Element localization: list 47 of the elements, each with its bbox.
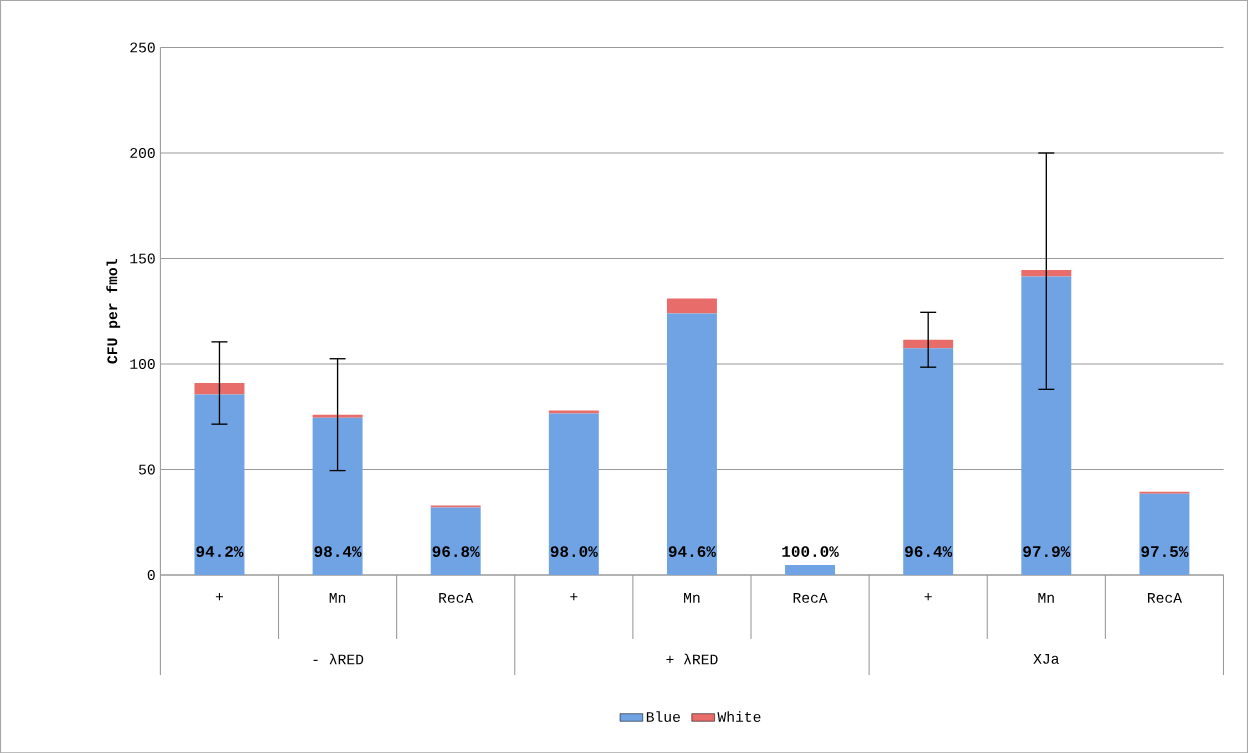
bar: [1021, 269, 1072, 277]
bar: [1021, 276, 1072, 575]
annotation: 96.8%: [432, 545, 480, 557]
x-tick-label: +: [570, 592, 578, 601]
x-tick-label: Mn: [1038, 592, 1054, 603]
annotation: 96.4%: [905, 545, 953, 557]
text: XJa: [1033, 653, 1059, 664]
text: - λRED: [313, 653, 364, 665]
bar: [903, 347, 954, 575]
annotation: 97.9%: [1023, 545, 1071, 557]
x-tick-label: RecA: [793, 592, 828, 603]
bar: [548, 413, 599, 575]
annotation: 98.4%: [314, 545, 362, 557]
annotation: 94.2%: [196, 545, 244, 557]
bar: [1139, 491, 1190, 494]
bar: [785, 564, 836, 575]
x-tick-label: Mn: [684, 592, 700, 603]
y-tick-label: 200: [130, 147, 155, 158]
y-axis-title: CFU per fmol: [106, 258, 121, 364]
bar: [312, 414, 363, 418]
bar: [903, 339, 954, 348]
annotation: 100.0%: [782, 545, 839, 557]
x-tick-label: RecA: [1147, 592, 1182, 603]
annotation: 94.6%: [668, 545, 716, 557]
x-tick-label: Mn: [329, 592, 346, 603]
bar: [194, 382, 245, 395]
bar: [548, 410, 599, 414]
bar: [666, 313, 717, 575]
bar: [312, 417, 363, 575]
y-tick-label: 0: [147, 569, 155, 580]
y-tick-label: 50: [139, 464, 155, 475]
y-tick-label: 250: [130, 42, 155, 53]
legend-label: White: [717, 710, 761, 722]
annotation: 97.5%: [1141, 545, 1189, 557]
y-tick-label: 100: [130, 358, 155, 369]
x-tick-label: +: [924, 592, 932, 601]
x-tick-label: +: [215, 592, 223, 601]
y-tick-label: 150: [130, 253, 155, 264]
bar: [430, 507, 481, 575]
annotation: 98.0%: [550, 545, 598, 557]
x-tick-label: RecA: [439, 592, 474, 603]
bar: [666, 298, 717, 314]
bar: [430, 505, 481, 508]
bar: [194, 394, 245, 575]
bar: [1139, 493, 1190, 575]
text: + λRED: [666, 653, 718, 665]
legend-label: Blue: [646, 710, 680, 722]
